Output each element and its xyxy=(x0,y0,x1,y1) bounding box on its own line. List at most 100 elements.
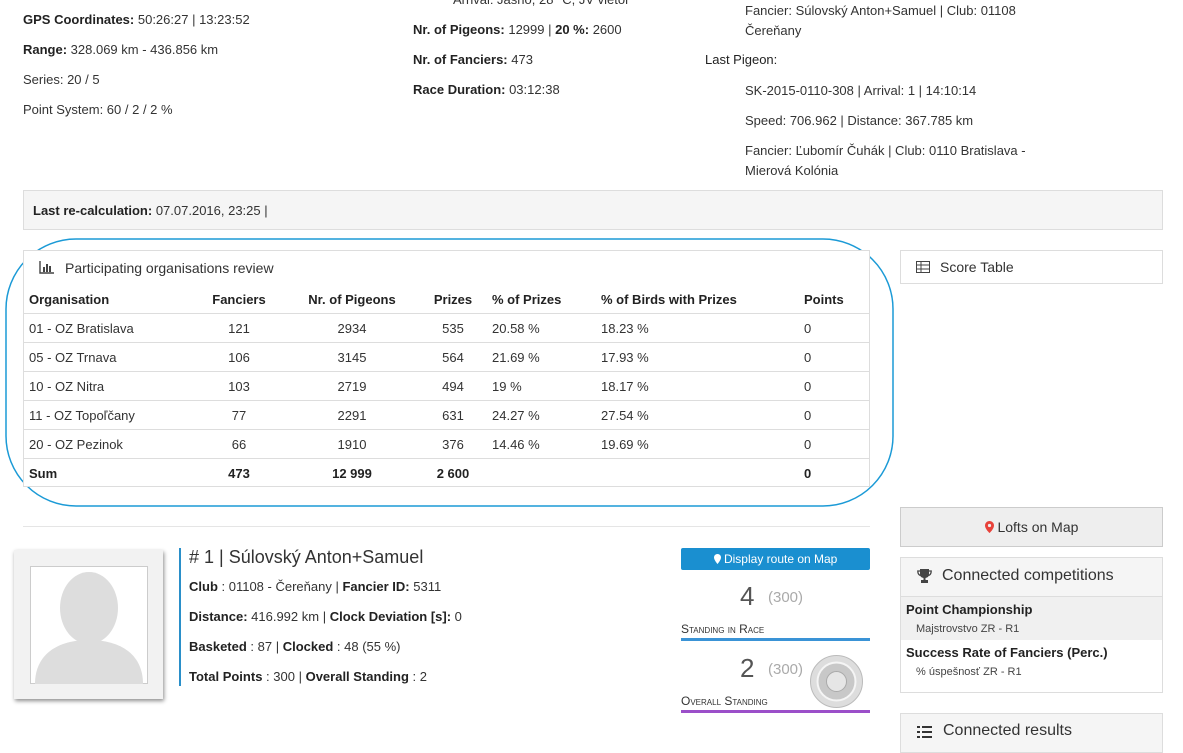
panel-title: Participating organisations review xyxy=(65,260,274,276)
table-cell: 19 % xyxy=(481,371,590,401)
table-cell: 2291 xyxy=(279,400,425,430)
trophy-icon xyxy=(917,569,932,583)
divider xyxy=(23,526,870,527)
competition-name[interactable]: Point Championship xyxy=(906,602,1033,617)
table-cell: 14.46 % xyxy=(481,429,590,459)
info-line: GPS Coordinates: 50:26:27 | 13:23:52 xyxy=(23,11,250,29)
route-label[interactable]: Display route on Map xyxy=(723,552,838,566)
column-header: Prizes xyxy=(433,291,473,307)
info-line: Arrival: Jasno, 28 °C, JV vietor xyxy=(453,0,629,9)
value: 50:26:27 | 13:23:52 xyxy=(134,12,250,27)
results-box: Connected results xyxy=(900,713,1163,753)
column-header: Fanciers xyxy=(212,291,266,307)
detail-line: Distance: 416.992 km | Clock Deviation [… xyxy=(189,608,462,626)
results-title: Connected results xyxy=(943,722,1072,739)
info-line: Last Pigeon: xyxy=(705,52,778,67)
competition-name[interactable]: Success Rate of Fanciers (Perc.) xyxy=(906,645,1108,660)
value: 2600 xyxy=(589,22,622,37)
value: 0 xyxy=(451,609,462,624)
competitions-title: Connected competitions xyxy=(942,567,1114,584)
table-cell: 21.69 % xyxy=(481,342,590,372)
header-row: Organisation Fanciers Nr. of Pigeons Prizes… xyxy=(24,285,869,314)
table-cell: 27.54 % xyxy=(590,400,793,430)
table-cell: 2934 xyxy=(279,313,425,343)
competition-item[interactable]: Point Championship Majstrovstvo ZR - R1 xyxy=(901,597,1162,640)
lofts-button-content[interactable]: Lofts on Map xyxy=(901,518,1162,536)
label: Last re-calculation: xyxy=(33,203,153,218)
info-line: Fancier: Súlovský Anton+Samuel | Club: 0… xyxy=(745,3,1020,38)
column-header: % of Birds with Prizes xyxy=(601,291,737,307)
table-row: 10 - OZ Nitra 103 2719 494 19 % 18.17 % 0 xyxy=(24,371,869,401)
detail-line: Basketed : 87 | Clocked : 48 (55 %) xyxy=(189,638,401,656)
page: {"race_info":{ "left":[ [{"text":"GPS Co… xyxy=(5,0,1163,753)
value: 328.069 km - 436.856 km xyxy=(67,42,219,57)
competition-sub[interactable]: % úspešnosť ZR - R1 xyxy=(916,666,1022,678)
org-table: Organisation Fanciers Nr. of Pigeons Prizes… xyxy=(24,285,869,487)
value: : 01108 - Čereňany | xyxy=(217,579,343,594)
table-cell: 376 xyxy=(425,429,481,459)
value: 03:12:38 xyxy=(505,82,560,97)
standing-bar xyxy=(681,638,870,641)
rank: 4 xyxy=(740,581,755,611)
competitions-box: Connected competitions Point Championshi… xyxy=(900,557,1163,693)
route-button[interactable]: Display route on Map xyxy=(681,548,870,570)
table-cell: 3145 xyxy=(279,342,425,372)
rank: 2 xyxy=(740,653,755,683)
value: 5311 xyxy=(409,579,442,594)
table-row: 20 - OZ Pezinok 66 1910 376 14.46 % 19.69 % 0 xyxy=(24,429,869,459)
table-cell: 11 - OZ Topoľčany xyxy=(24,400,199,430)
table-cell: 18.23 % xyxy=(590,313,793,343)
info-line: Series: 20 / 5 xyxy=(23,71,100,89)
label: Distance: xyxy=(189,609,248,624)
table-cell: 103 xyxy=(199,371,279,401)
table-cell: 19.69 % xyxy=(590,429,793,459)
panel-header: Participating organisations review xyxy=(24,251,869,285)
score-table-box[interactable]: Score Table xyxy=(900,250,1163,284)
label: Overall Standing xyxy=(305,669,409,684)
fancier-heading: # 1 | Súlovský Anton+Samuel xyxy=(189,547,424,567)
info-line: Point System: 60 / 2 / 2 % xyxy=(23,101,173,119)
label: Club xyxy=(189,579,218,594)
label: Range: xyxy=(23,42,68,57)
info-line: Fancier: Ľubomír Čuhák | Club: 0110 Brat… xyxy=(745,143,1030,178)
label: Fancier ID: xyxy=(342,579,410,594)
value: 12999 | xyxy=(504,22,556,37)
sum-row: Sum 473 12 999 2 600 0 xyxy=(24,458,869,487)
label: Nr. of Pigeons: xyxy=(413,22,505,37)
table-cell: 20 - OZ Pezinok xyxy=(24,429,199,459)
score-table-label[interactable]: Score Table xyxy=(940,259,1014,275)
recalc-text: Last re-calculation: 07.07.2016, 23:25 | xyxy=(33,202,268,220)
table-cell: 10 - OZ Nitra xyxy=(24,371,199,401)
label: Basketed xyxy=(189,639,247,654)
label: Race Duration: xyxy=(413,82,506,97)
sum-cell xyxy=(481,458,590,487)
table-cell: 2719 xyxy=(279,371,425,401)
org-panel: Participating organisations review Organ… xyxy=(23,250,870,487)
table-cell: 17.93 % xyxy=(590,342,793,372)
list-icon xyxy=(917,726,932,738)
value: Point System: 60 / 2 / 2 % xyxy=(23,102,173,117)
label: GPS Coordinates: xyxy=(23,12,135,27)
info-line: Race Duration: 03:12:38 xyxy=(413,81,560,99)
lofts-button[interactable]: Lofts on Map xyxy=(900,507,1163,547)
sum-cell xyxy=(590,458,793,487)
label: Clock Deviation [s]: xyxy=(329,609,452,624)
info-line: SK-2015-0110-308 | Arrival: 1 | 14:10:14 xyxy=(745,83,977,98)
sum-cell: 473 xyxy=(199,458,279,487)
chart-icon xyxy=(39,261,54,274)
table-cell: 121 xyxy=(199,313,279,343)
label: Total Points xyxy=(189,669,263,684)
table-cell: 1910 xyxy=(279,429,425,459)
table-cell: 05 - OZ Trnava xyxy=(24,342,199,372)
competition-item[interactable]: Success Rate of Fanciers (Perc.) % úspešn… xyxy=(901,640,1162,683)
lofts-label[interactable]: Lofts on Map xyxy=(997,519,1079,535)
table-cell: 106 xyxy=(199,342,279,372)
medal-icon xyxy=(810,655,863,708)
competition-sub[interactable]: Majstrovstvo ZR - R1 xyxy=(916,623,1020,635)
value: : 48 (55 %) xyxy=(333,639,401,654)
detail-line: Club : 01108 - Čereňany | Fancier ID: 53… xyxy=(189,578,441,596)
label: Clocked xyxy=(282,639,334,654)
label: Nr. of Fanciers: xyxy=(413,52,508,67)
value: : 87 | xyxy=(246,639,283,654)
standing-label: Standing in Race xyxy=(681,622,765,636)
